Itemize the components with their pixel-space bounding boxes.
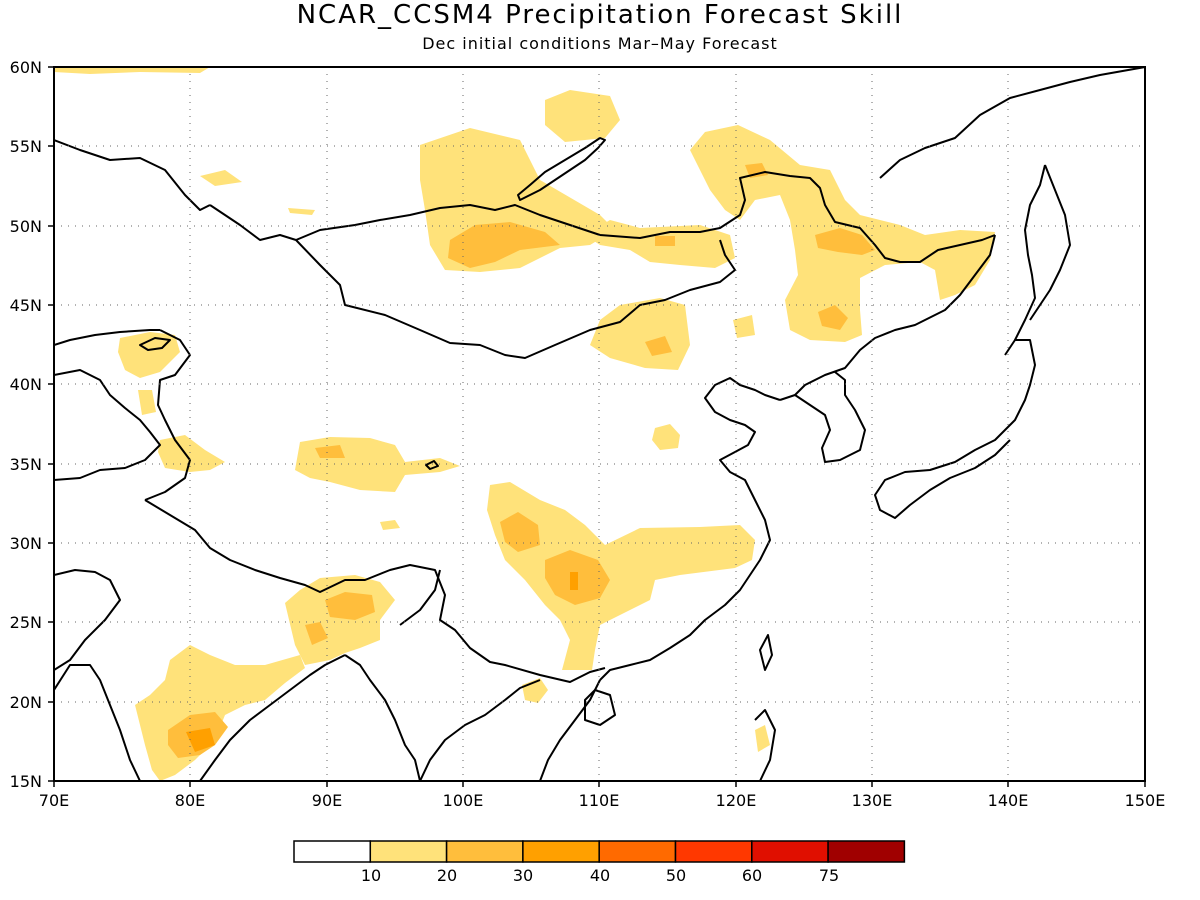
colorbar-swatch: [674, 840, 753, 863]
colorbar-label: 10: [361, 866, 381, 885]
map-grid: [54, 67, 1145, 781]
lon-label: 130E: [852, 791, 893, 810]
colorbar-label: 75: [819, 866, 839, 885]
colorbar-swatch: [369, 840, 448, 863]
colorbar-label: 20: [437, 866, 457, 885]
latitude-labels: 15N 20N 25N 30N 35N 40N 45N 50N 55N 60N: [10, 58, 42, 791]
colorbar-swatch: [445, 840, 524, 863]
lon-label: 140E: [988, 791, 1029, 810]
skill-shading: [54, 67, 995, 781]
colorbar-swatch: [598, 840, 677, 863]
colorbar-swatch: [522, 840, 600, 863]
colorbar-swatch: [293, 840, 372, 863]
colorbar-swatch: [827, 840, 906, 863]
lon-label: 100E: [443, 791, 484, 810]
colorbar-swatch: [751, 840, 829, 863]
map-subtitle: Dec initial conditions Mar–May Forecast: [422, 34, 778, 53]
longitude-labels: 70E 80E 90E 100E 110E 120E 130E 140E 150…: [39, 791, 1166, 810]
lat-label: 55N: [10, 137, 42, 156]
lat-label: 35N: [10, 455, 42, 474]
colorbar-label: 50: [666, 866, 686, 885]
axis-ticks: [48, 66, 1146, 787]
colorbar: 10 20 30 40 50 60 75: [293, 840, 906, 885]
colorbar-label: 60: [742, 866, 762, 885]
lat-label: 20N: [10, 693, 42, 712]
lon-label: 70E: [39, 791, 69, 810]
lat-label: 45N: [10, 296, 42, 315]
coastlines-borders: [54, 67, 1145, 781]
lon-label: 80E: [175, 791, 205, 810]
lat-label: 40N: [10, 375, 42, 394]
map-title: NCAR_CCSM4 Precipitation Forecast Skill: [296, 0, 904, 30]
colorbar-label: 40: [590, 866, 610, 885]
lat-label: 15N: [10, 772, 42, 791]
colorbar-label: 30: [513, 866, 533, 885]
lat-label: 50N: [10, 217, 42, 236]
colorbar-swatches: [293, 840, 906, 863]
lon-label: 90E: [312, 791, 342, 810]
lon-label: 150E: [1125, 791, 1166, 810]
lat-label: 25N: [10, 613, 42, 632]
map-frame: [53, 66, 1146, 782]
lat-label: 30N: [10, 534, 42, 553]
lon-label: 120E: [716, 791, 757, 810]
lon-label: 110E: [579, 791, 620, 810]
lat-label: 60N: [10, 58, 42, 77]
